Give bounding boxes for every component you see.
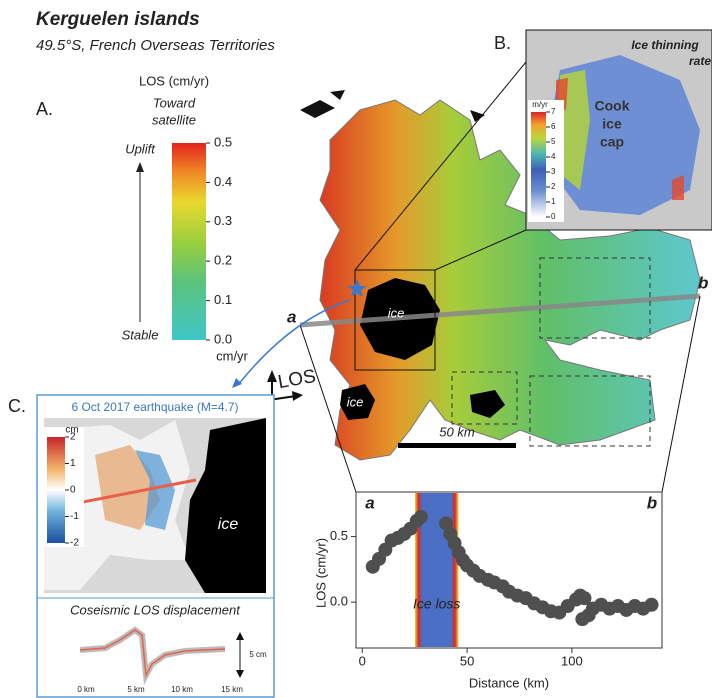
uplift-label: Uplift — [125, 141, 156, 156]
panel-label: A. — [36, 99, 53, 119]
displacement-profile — [79, 629, 226, 678]
colorbar-tick-label: 0.5 — [214, 134, 232, 149]
colorbar-unit: cm — [65, 425, 78, 436]
colorbar-note: satellite — [152, 112, 196, 127]
colorbar-tick-label: 0.3 — [214, 213, 232, 228]
colorbar-tick-label: 1 — [70, 458, 76, 469]
colorbar-tick-label: 2 — [551, 182, 556, 191]
profile-label: a — [287, 307, 296, 326]
colorbar — [172, 143, 206, 340]
x-tick-label: 0 — [359, 653, 366, 668]
ice-cap-label: cap — [600, 134, 624, 150]
data-point — [644, 597, 659, 612]
colorbar — [47, 437, 65, 543]
map — [232, 61, 701, 493]
y-tick-label: 0.5 — [330, 528, 348, 543]
colorbar-tick-label: 6 — [551, 122, 556, 131]
arrow-head — [136, 162, 144, 172]
x-label: 0 km — [77, 685, 95, 694]
x-label: 15 km — [221, 685, 243, 694]
ice-label: ice — [388, 305, 405, 320]
los-label: LOS — [276, 366, 317, 393]
x-label: 10 km — [171, 685, 193, 694]
colorbar-title: LOS (cm/yr) — [139, 73, 209, 88]
colorbar-tick-label: 2 — [70, 432, 76, 443]
x-tick-label: 100 — [561, 653, 583, 668]
colorbar-note: Toward — [153, 95, 196, 110]
colorbar-tick-label: 1 — [551, 197, 556, 206]
colorbar-tick-label: 7 — [551, 107, 556, 116]
inset-title: 6 Oct 2017 earthquake (M=4.7) — [71, 400, 238, 414]
colorbar-tick-label: 0 — [551, 212, 556, 221]
colorbar-tick-label: 0 — [70, 485, 76, 496]
displacement — [135, 450, 175, 530]
colorbar-tick-label: -1 — [70, 511, 79, 522]
inset-title: rate — [689, 54, 711, 68]
x-label: 5 km — [127, 685, 145, 694]
colorbar-tick-label: -2 — [70, 538, 79, 549]
ice-label: ice — [218, 516, 239, 533]
colorbar-tick-label: 5 — [551, 137, 556, 146]
profile-label: b — [647, 493, 657, 512]
ice-label: ice — [347, 394, 364, 409]
panel-label: B. — [494, 33, 511, 53]
y-tick-label: 0.0 — [330, 594, 348, 609]
panel-label: C. — [8, 396, 26, 416]
ice-cap-label: Cook — [595, 98, 630, 114]
colorbar-tick-label: 0.1 — [214, 292, 232, 307]
ice-cap-label: ice — [602, 116, 622, 132]
ice — [185, 418, 266, 593]
stable-label: Stable — [122, 327, 159, 342]
colorbar-tick-label: 0.0 — [214, 331, 232, 346]
inset-subtitle: Coseismic LOS displacement — [70, 602, 241, 617]
inset-title: Ice thinning — [631, 38, 699, 52]
colorbar-tick-label: 0.4 — [214, 174, 232, 189]
plot-area — [355, 491, 663, 649]
colorbar-tick-label: 0.2 — [214, 253, 232, 268]
colorbar-unit: m/yr — [532, 100, 548, 109]
title: Kerguelen islands — [36, 9, 200, 30]
colorbar-tick-label: 3 — [551, 167, 556, 176]
colorbar-unit: cm/yr — [216, 348, 248, 363]
scale-bar-label: 50 km — [439, 424, 475, 439]
annotation: Ice loss — [413, 596, 460, 612]
colorbar — [531, 112, 546, 217]
data-point — [439, 516, 454, 531]
data-point — [581, 608, 596, 623]
data-point — [577, 591, 592, 606]
data-point — [413, 509, 428, 524]
profile-label: b — [698, 273, 708, 292]
subtitle: 49.5°S, French Overseas Territories — [36, 37, 275, 54]
x-tick-label: 50 — [460, 653, 474, 668]
scale-label: 5 cm — [249, 650, 267, 659]
profile-label: a — [365, 493, 374, 512]
x-axis-label: Distance (km) — [469, 675, 549, 690]
colorbar-tick-label: 4 — [551, 152, 556, 161]
y-axis-label: LOS (cm/yr) — [313, 538, 328, 608]
